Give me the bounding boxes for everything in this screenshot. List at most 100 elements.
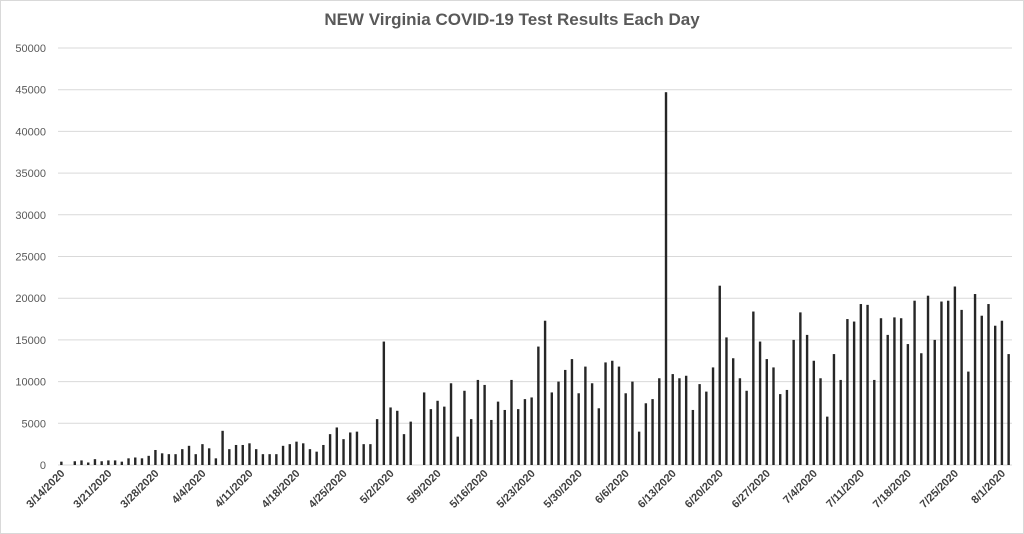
bar (127, 458, 130, 465)
y-tick-label: 5000 (22, 418, 46, 430)
y-tick-label: 45000 (15, 85, 46, 97)
y-tick-label: 30000 (15, 210, 46, 222)
bar (886, 334, 889, 465)
bar (409, 421, 412, 465)
bar (335, 427, 339, 465)
bar (402, 434, 406, 465)
bar (496, 401, 500, 465)
bar (893, 317, 896, 465)
bar (456, 436, 459, 465)
bar (738, 378, 742, 465)
bar (611, 360, 614, 465)
bar (557, 381, 560, 465)
bar (517, 409, 520, 465)
bar (792, 339, 795, 465)
bar (315, 451, 318, 465)
bar (530, 397, 533, 465)
bar (281, 445, 285, 465)
bar (866, 304, 869, 465)
bar (906, 344, 910, 465)
bar (134, 457, 137, 465)
bar (671, 374, 674, 465)
bar (490, 419, 493, 465)
x-tick-label: 4/4/2020 (170, 468, 209, 507)
bar (926, 295, 930, 465)
bar (429, 409, 433, 465)
bar (624, 393, 627, 465)
bar (960, 309, 963, 465)
x-tick-label: 7/18/2020 (871, 468, 914, 511)
bar (73, 461, 76, 465)
y-tick-label: 50000 (15, 43, 46, 55)
x-tick-label: 7/25/2020 (918, 468, 961, 511)
y-tick-label: 10000 (15, 377, 46, 389)
x-tick-label: 3/21/2020 (71, 468, 114, 511)
bar (637, 431, 641, 465)
bar (980, 315, 983, 465)
bar (268, 454, 271, 465)
x-tick-label: 6/20/2020 (683, 468, 726, 511)
bar (839, 379, 842, 465)
bar (772, 367, 775, 465)
bar (597, 408, 601, 465)
bar (167, 454, 171, 465)
bar (846, 319, 849, 465)
bar (644, 403, 648, 465)
bar (779, 394, 782, 465)
bar (758, 341, 762, 465)
bar (973, 294, 977, 465)
bar (483, 384, 486, 465)
bar (812, 360, 816, 465)
bar (160, 453, 164, 465)
x-tick-label: 6/27/2020 (730, 468, 773, 511)
bar (725, 337, 728, 465)
bar (994, 325, 997, 465)
bar (476, 379, 480, 465)
bar (1007, 354, 1010, 465)
bar (436, 400, 439, 465)
bar (187, 445, 191, 465)
bar (718, 285, 721, 465)
x-tick-label: 4/11/2020 (213, 468, 256, 511)
x-tick-label: 5/9/2020 (405, 468, 444, 507)
bar (765, 359, 768, 465)
x-tick-label: 5/23/2020 (495, 468, 538, 511)
bar (396, 410, 399, 465)
bar (261, 454, 265, 465)
x-tick-label: 5/16/2020 (448, 468, 491, 511)
bar (328, 434, 332, 465)
bar (241, 444, 244, 465)
gridlines (58, 47, 1012, 466)
bar (228, 449, 231, 465)
bar (819, 378, 822, 465)
bar (691, 409, 695, 465)
bar (308, 449, 312, 465)
bar (214, 458, 218, 465)
bar (107, 460, 110, 465)
bar (799, 312, 802, 465)
bar (684, 375, 688, 465)
bar (920, 353, 923, 465)
bar (120, 461, 124, 465)
bar (537, 346, 540, 465)
bars (60, 92, 1010, 465)
bar (443, 406, 446, 465)
bar (221, 430, 224, 465)
bar (449, 383, 453, 465)
bar (711, 367, 715, 465)
x-tick-label: 6/13/2020 (636, 468, 679, 511)
bar (382, 341, 386, 465)
bar (174, 454, 177, 465)
bar (940, 301, 943, 465)
x-tick-label: 8/1/2020 (969, 468, 1008, 507)
bar (147, 455, 150, 465)
x-tick-label: 3/28/2020 (118, 468, 161, 511)
bar (946, 300, 950, 465)
bar (873, 379, 876, 465)
bar (698, 384, 701, 465)
bar (288, 444, 291, 465)
bar (369, 444, 372, 465)
bar (752, 311, 755, 465)
bar (113, 460, 117, 465)
